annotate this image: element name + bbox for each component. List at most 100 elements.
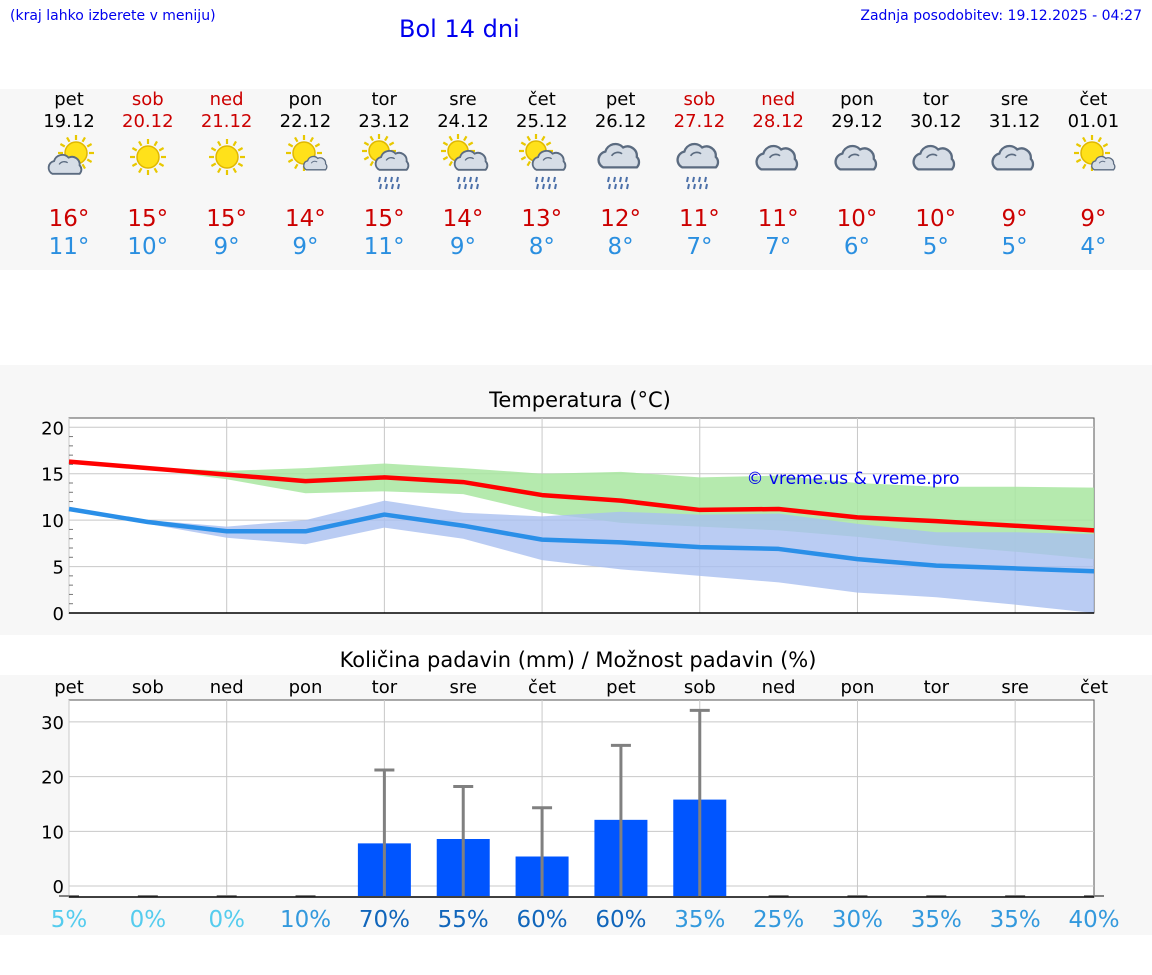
max-temp-line (68, 459, 1095, 533)
precip-probability: 60% (517, 907, 568, 933)
x-category-label: ned (210, 677, 244, 698)
min-temp: 6° (843, 234, 871, 260)
precip-probability: 55% (438, 907, 489, 933)
x-category-label: tor (372, 677, 398, 698)
y-tick-label: 0 (53, 604, 64, 625)
day-forecast: tor 30.12 10° 5° (896, 89, 975, 261)
day-date: 27.12 (673, 111, 726, 132)
precip-probability: 35% (674, 907, 725, 933)
x-category-label: ned (762, 677, 796, 698)
day-forecast: tor 23.12 15° 11° (345, 89, 424, 261)
day-date: 01.01 (1067, 111, 1120, 132)
precip-probability: 60% (595, 907, 646, 933)
y-tick-label: 15 (41, 465, 64, 486)
cloud-icon (833, 144, 877, 171)
max-temp: 11° (679, 206, 720, 232)
sun-small-cloud-icon (285, 135, 328, 171)
sun-cloud-rain-icon (361, 134, 409, 190)
day-name: sob (683, 89, 716, 110)
max-temp: 9° (1080, 206, 1107, 232)
day-forecast: čet 25.12 13° 8° (502, 89, 581, 261)
x-category-label: pet (606, 677, 636, 698)
min-temp: 9° (292, 234, 319, 260)
day-forecast: sob 20.12 15° 10° (108, 89, 187, 261)
sun-small-cloud-icon (1073, 135, 1116, 171)
day-date: 20.12 (122, 111, 174, 132)
x-category-label: pon (289, 677, 323, 698)
cloud-icon (912, 144, 956, 171)
watermark: © vreme.us & vreme.pro (746, 469, 959, 489)
max-temp: 11° (757, 206, 799, 232)
cloud-icon (755, 144, 798, 171)
temperature-chart: Temperatura (°C) 0 5 10 15 20 © vreme.us & vre… (41, 388, 1095, 625)
cloud-rain-icon (676, 142, 720, 190)
x-category-label: sre (449, 677, 476, 698)
day-name: sre (449, 89, 477, 110)
min-temp: 4° (1080, 234, 1107, 260)
precip-probability: 25% (753, 907, 804, 933)
day-date: 23.12 (358, 111, 410, 132)
day-name: pon (288, 89, 323, 110)
day-forecast: pet 19.12 16° 11° (30, 89, 109, 261)
precipitation-chart: Količina padavin (mm) / Možnost padavin … (41, 648, 1119, 933)
max-temp: 15° (363, 206, 405, 232)
sun-icon (130, 139, 167, 175)
page-title: Bol 14 dni (399, 15, 520, 43)
max-temp: 10° (836, 206, 878, 232)
max-temp: 14° (285, 206, 326, 232)
precip-probability: 5% (51, 907, 88, 933)
max-temp: 15° (127, 206, 169, 232)
day-date: 31.12 (988, 111, 1041, 132)
min-temp: 9° (213, 234, 240, 260)
day-date: 30.12 (910, 111, 962, 132)
max-temp: 12° (600, 206, 641, 232)
sun-cloud-icon (47, 135, 94, 175)
day-forecast: čet 01.01 9° 4° (1054, 89, 1133, 261)
day-forecast: ned 21.12 15° 9° (187, 89, 266, 261)
day-forecast: sre 24.12 14° 9° (424, 89, 503, 261)
day-forecast: sre 31.12 9° 5° (975, 89, 1054, 261)
day-name: ned (761, 89, 796, 110)
day-name: čet (1079, 89, 1108, 110)
y-tick-label: 10 (41, 511, 64, 532)
day-date: 21.12 (200, 111, 253, 132)
day-forecast: sob 27.12 11° 7° (660, 89, 739, 261)
sun-icon (209, 139, 246, 175)
x-category-label: pon (841, 677, 875, 698)
day-name: sob (131, 89, 164, 110)
min-temp: 9° (449, 234, 477, 260)
forecast-strip (0, 89, 1152, 270)
max-temp: 13° (521, 206, 563, 232)
precipitation-title: Količina padavin (mm) / Možnost padavin … (340, 648, 817, 672)
precip-probability: 10% (280, 907, 331, 933)
day-name: pet (54, 89, 84, 110)
y-tick-label: 0 (53, 877, 64, 898)
sun-cloud-rain-icon (519, 134, 567, 190)
day-forecast: pon 22.12 14° 9° (266, 89, 345, 261)
day-date: 19.12 (43, 111, 95, 132)
min-temp: 11° (48, 234, 90, 260)
temperature-title: Temperatura (°C) (488, 388, 671, 412)
day-date: 26.12 (594, 111, 647, 132)
min-temp: 8° (607, 234, 634, 260)
x-category-label: sob (132, 677, 164, 698)
location-note[interactable]: (kraj lahko izberete v meniju) (10, 8, 216, 24)
cloud-icon (991, 144, 1035, 171)
min-temp: 8° (528, 234, 555, 260)
y-tick-label: 20 (41, 418, 64, 439)
day-name: pon (840, 89, 874, 110)
y-tick-label: 5 (53, 558, 64, 579)
day-forecast: ned 28.12 11° 7° (739, 89, 818, 261)
min-temp: 7° (765, 234, 792, 260)
y-tick-label: 10 (41, 822, 64, 843)
precip-probability: 0% (208, 907, 245, 933)
precipitation-plot-area (68, 699, 1095, 898)
precip-probability: 40% (1068, 907, 1119, 933)
day-date: 28.12 (752, 111, 804, 132)
day-name: ned (209, 89, 244, 110)
max-temp: 16° (48, 206, 90, 232)
day-name: tor (371, 89, 397, 110)
cloud-rain-icon (597, 142, 641, 190)
min-temp: 10° (127, 234, 169, 260)
day-date: 29.12 (831, 111, 883, 132)
